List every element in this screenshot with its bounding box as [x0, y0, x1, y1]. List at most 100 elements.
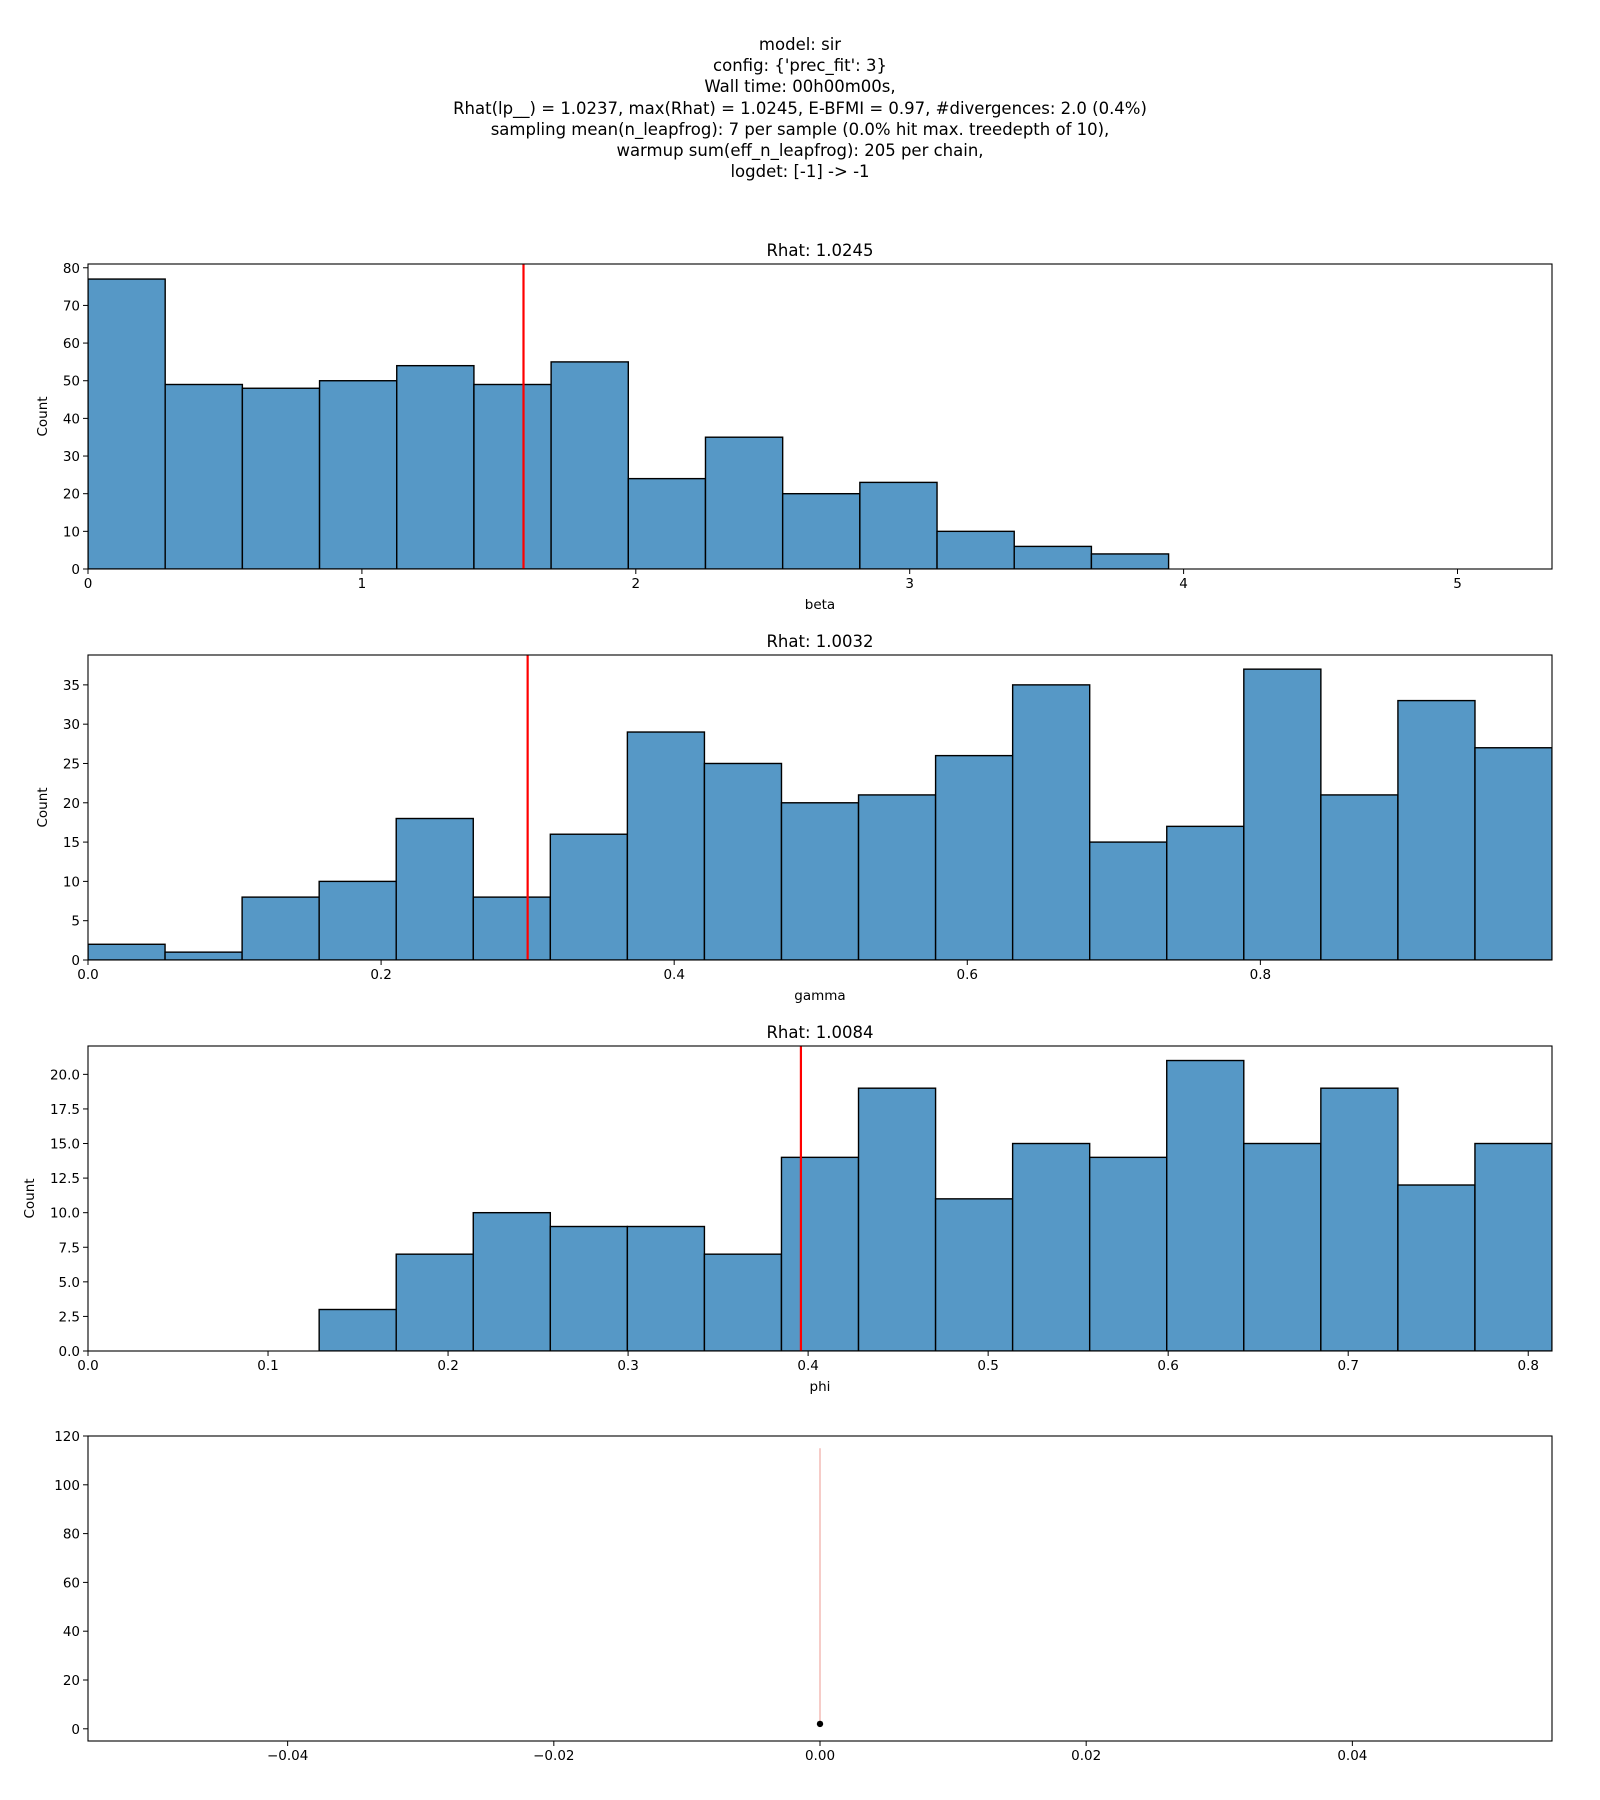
- y-tick-label: 10: [63, 524, 80, 540]
- x-tick-label: −0.04: [267, 1748, 308, 1764]
- histogram-bar: [241, 387, 321, 569]
- histogram-bar: [1320, 794, 1399, 960]
- y-tick-label: 120: [54, 1429, 80, 1445]
- x-tick-label: 0.04: [1337, 1748, 1367, 1764]
- y-tick-label: 60: [63, 336, 80, 352]
- histogram-bar: [704, 436, 784, 569]
- x-tick-label: 0.00: [805, 1748, 835, 1764]
- histogram-bar: [164, 951, 243, 960]
- x-tick-label: 0.0: [77, 967, 98, 983]
- histogram-bar: [472, 896, 552, 960]
- x-tick-label: 0.4: [797, 1358, 818, 1374]
- histogram-bar: [780, 802, 860, 960]
- histogram-bar: [1474, 747, 1552, 960]
- y-tick-label: 17.5: [50, 1102, 80, 1118]
- y-tick-label: 7.5: [59, 1240, 80, 1256]
- histogram-bar: [1089, 841, 1168, 960]
- header-line-rhat: Rhat(lp__) = 1.0237, max(Rhat) = 1.0245,…: [453, 98, 1147, 118]
- y-axis-label: Count: [22, 1178, 38, 1218]
- x-tick-label: 0.0: [77, 1358, 98, 1374]
- x-tick-label: 2: [632, 576, 641, 592]
- chart-title: Rhat: 1.0084: [766, 1023, 873, 1042]
- figure-header: model: sir config: {'prec_fit': 3} Wall …: [0, 34, 1600, 182]
- y-axis-label: Count: [35, 787, 51, 827]
- histogram-bar: [1011, 684, 1091, 960]
- y-tick-label: 20: [63, 1673, 80, 1689]
- y-tick-label: 15: [63, 835, 80, 851]
- y-tick-label: 2.5: [59, 1309, 80, 1325]
- histogram-bar: [1474, 1142, 1552, 1351]
- histogram-bar: [472, 1211, 552, 1351]
- y-tick-label: 10.0: [50, 1206, 80, 1222]
- histogram-bar: [934, 754, 1014, 960]
- histogram-bar: [934, 1198, 1014, 1351]
- histogram-bar: [318, 1308, 397, 1351]
- header-line-walltime: Wall time: 00h00m00s,: [704, 77, 896, 97]
- y-tick-label: 60: [63, 1575, 80, 1591]
- y-tick-label: 80: [63, 1527, 80, 1543]
- chart-panel-2: 0.0 0.2 0.4 0.6 0.8 0 5 10 15 20 25 30 35 Rhat: 1.003…: [35, 632, 1553, 1004]
- histogram-bar: [626, 731, 706, 960]
- histogram-bar: [781, 492, 861, 569]
- axes-frame: [87, 1045, 1553, 1352]
- x-tick-label: 0: [84, 576, 93, 592]
- histogram-bar: [1090, 553, 1170, 569]
- histogram-bar: [1320, 1087, 1399, 1351]
- y-tick-label: 20: [63, 487, 80, 503]
- plot-area: [318, 1046, 1552, 1351]
- plot-area: [88, 264, 1170, 569]
- chart-title: Rhat: 1.0032: [766, 632, 873, 651]
- y-tick-label: 0: [71, 562, 80, 578]
- y-tick-label: 20.0: [50, 1067, 80, 1083]
- y-tick-label: 5: [71, 914, 80, 930]
- histogram-bar: [627, 477, 707, 569]
- y-tick-label: 30: [63, 449, 80, 465]
- x-axis-label: gamma: [794, 988, 845, 1004]
- histogram-bar: [1013, 545, 1093, 569]
- x-axis-label: phi: [810, 1379, 831, 1395]
- histogram-bar: [1243, 668, 1322, 960]
- histogram-bar: [318, 380, 398, 569]
- x-tick-label: 0.7: [1337, 1358, 1358, 1374]
- histogram-bar: [1011, 1142, 1091, 1351]
- histogram-bar: [241, 896, 320, 960]
- y-tick-label: 35: [63, 678, 80, 694]
- y-tick-label: 5.0: [59, 1275, 80, 1291]
- chart-panel-3: 0.0 0.1 0.2 0.3 0.4 0.5 0.6 0.7 0.8 0.0 2.5 5.0 7.5 1…: [22, 1023, 1553, 1395]
- histogram-bar: [857, 1087, 937, 1351]
- y-tick-label: 0: [71, 953, 80, 969]
- histogram-bar: [549, 833, 629, 960]
- x-axis-label: beta: [805, 597, 835, 613]
- x-tick-label: 0.8: [1250, 967, 1271, 983]
- histogram-bar: [857, 794, 937, 960]
- histogram-bar: [936, 530, 1015, 569]
- y-tick-label: 25: [63, 756, 80, 772]
- y-tick-label: 0.0: [59, 1344, 80, 1360]
- x-tick-label: 0.6: [957, 967, 978, 983]
- x-tick-label: 0.3: [617, 1358, 638, 1374]
- histogram-bar: [703, 762, 783, 960]
- header-line-warmup: warmup sum(eff_n_leapfrog): 205 per chai…: [616, 141, 984, 161]
- header-line-logdet: logdet: [-1] -> -1: [730, 162, 870, 182]
- y-tick-label: 40: [63, 1624, 80, 1640]
- y-tick-label: 30: [63, 717, 80, 733]
- histogram-bar: [1166, 1059, 1245, 1351]
- header-line-model: model: sir: [758, 35, 842, 54]
- x-tick-label: 3: [905, 576, 914, 592]
- plot-area: [816, 1448, 824, 1728]
- x-tick-label: 0.8: [1517, 1358, 1538, 1374]
- histogram-bar: [1088, 1156, 1168, 1351]
- y-tick-label: 10: [63, 874, 80, 890]
- x-tick-label: 4: [1179, 576, 1188, 592]
- x-tick-label: 1: [358, 576, 367, 592]
- x-tick-label: 0.6: [1157, 1358, 1178, 1374]
- histogram-bar: [550, 361, 629, 569]
- y-tick-label: 15.0: [50, 1137, 80, 1153]
- y-tick-label: 80: [63, 261, 80, 277]
- chart-panel-4: −0.04 −0.02 0.00 0.02 0.04 0 20 40 60 80 100 120: [54, 1429, 1553, 1764]
- y-axis-label: Count: [35, 396, 51, 436]
- histogram-bar: [859, 481, 938, 569]
- axes-frame: [87, 263, 1553, 570]
- y-tick-label: 50: [63, 374, 80, 390]
